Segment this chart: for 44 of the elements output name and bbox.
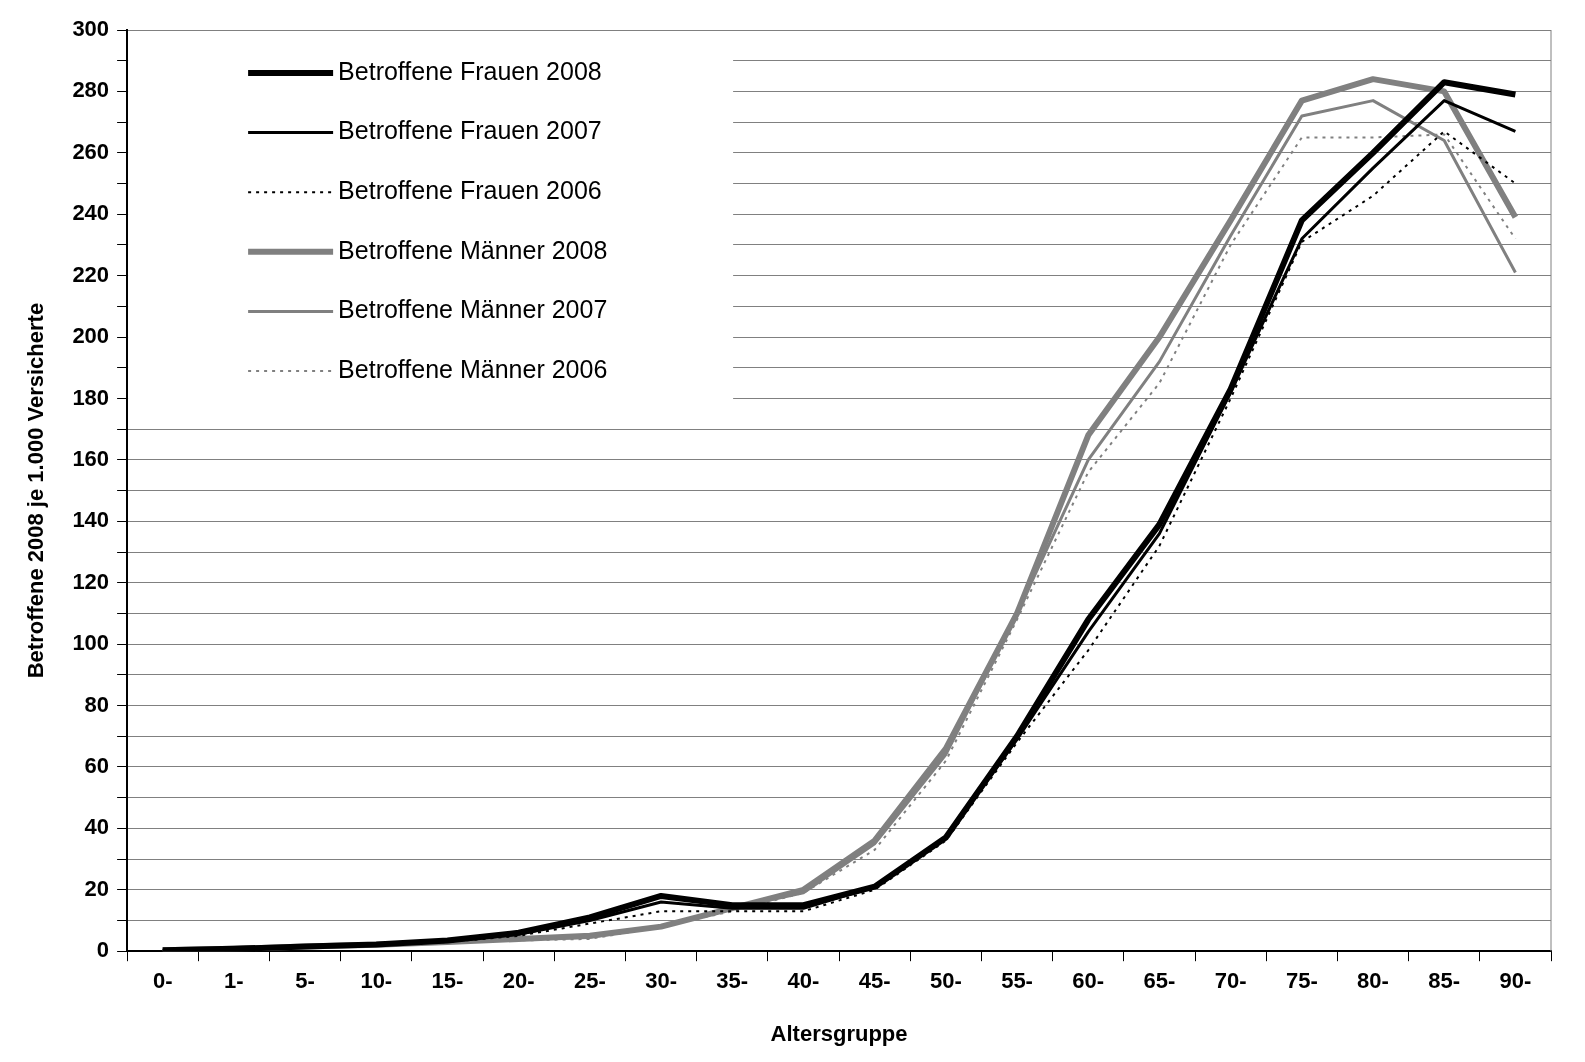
x-tick-label: 5- xyxy=(295,968,315,994)
x-tick-label: 0- xyxy=(152,968,173,994)
y-tick-label: 60 xyxy=(84,753,110,779)
x-tick-label: 65- xyxy=(1143,968,1176,994)
legend-label: Betroffene Männer 2008 xyxy=(338,235,608,264)
x-tick-label: 40- xyxy=(787,968,820,994)
x-tick-label: 45- xyxy=(858,968,891,994)
x-tick-label: 75- xyxy=(1285,968,1318,994)
x-tick-label: 55- xyxy=(1001,968,1033,994)
y-tick-label: 200 xyxy=(72,323,110,349)
legend-label: Betroffene Frauen 2007 xyxy=(338,116,602,145)
x-tick-label: 25- xyxy=(573,968,606,994)
y-tick-label: 0 xyxy=(96,937,110,963)
y-tick-label: 280 xyxy=(72,77,110,103)
y-tick-label: 140 xyxy=(72,507,110,533)
x-tick-label: 70- xyxy=(1214,968,1247,994)
y-tick-label: 240 xyxy=(72,200,110,226)
y-tick-label: 120 xyxy=(72,568,110,594)
y-tick-label: 220 xyxy=(72,261,110,287)
y-tick-label: 300 xyxy=(72,16,110,42)
legend-label: Betroffene Männer 2006 xyxy=(338,354,608,383)
x-tick-label: 90- xyxy=(1499,968,1532,994)
y-tick-label: 260 xyxy=(72,138,110,164)
x-axis-title: Altersgruppe xyxy=(770,1020,908,1046)
y-tick-label: 40 xyxy=(84,814,110,840)
x-tick-label: 15- xyxy=(431,968,464,994)
x-tick-label: 80- xyxy=(1357,968,1389,994)
x-tick-label: 35- xyxy=(716,968,749,994)
x-tick-label: 85- xyxy=(1428,968,1461,994)
y-tick-label: 160 xyxy=(72,445,110,471)
legend-label: Betroffene Männer 2007 xyxy=(338,295,608,324)
y-tick-label: 100 xyxy=(72,630,110,656)
legend-label: Betroffene Frauen 2008 xyxy=(338,56,602,85)
y-tick-label: 180 xyxy=(72,384,110,410)
x-tick-label: 60- xyxy=(1072,968,1105,994)
y-tick-label: 20 xyxy=(84,875,110,901)
y-axis-title: Betroffene 2008 je 1.000 Versicherte xyxy=(23,302,49,679)
x-tick-label: 50- xyxy=(929,968,962,994)
x-tick-label: 10- xyxy=(360,968,393,994)
x-tick-label: 1- xyxy=(224,968,244,994)
y-tick-label: 80 xyxy=(84,691,110,717)
x-tick-label: 30- xyxy=(645,968,677,994)
legend-label: Betroffene Frauen 2006 xyxy=(338,176,602,205)
x-tick-label: 20- xyxy=(502,968,535,994)
